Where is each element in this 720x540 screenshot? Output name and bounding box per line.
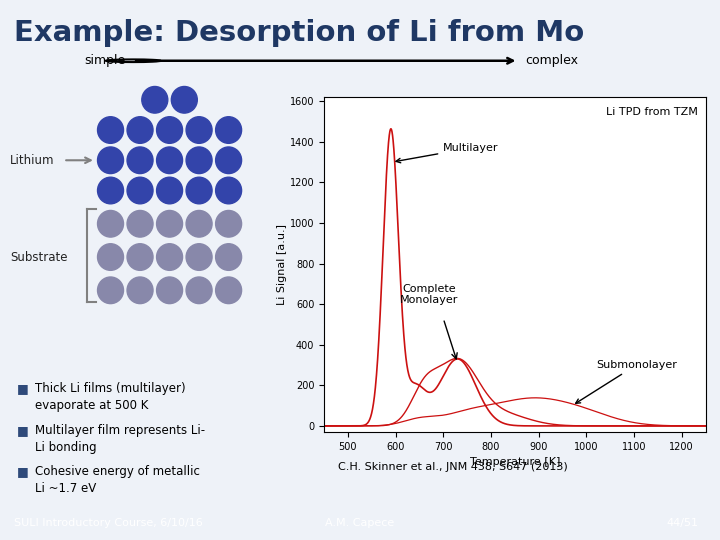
Circle shape [127, 117, 153, 143]
Circle shape [186, 211, 212, 237]
X-axis label: Temperature [K]: Temperature [K] [469, 457, 560, 467]
Circle shape [215, 277, 242, 303]
Text: Thick Li films (multilayer)
evaporate at 500 K: Thick Li films (multilayer) evaporate at… [35, 382, 186, 412]
Text: ■: ■ [17, 424, 28, 437]
Text: Example: Desorption of Li from Mo: Example: Desorption of Li from Mo [14, 19, 585, 47]
Text: Complete
Monolayer: Complete Monolayer [400, 284, 458, 306]
Circle shape [215, 147, 242, 173]
Text: Substrate: Substrate [10, 251, 68, 264]
Circle shape [186, 117, 212, 143]
Circle shape [186, 147, 212, 173]
Text: 44/51: 44/51 [667, 518, 698, 528]
Circle shape [127, 244, 153, 271]
Circle shape [97, 177, 124, 204]
Circle shape [127, 147, 153, 173]
Circle shape [156, 177, 183, 204]
Circle shape [186, 177, 212, 204]
Text: A.M. Capece: A.M. Capece [325, 518, 395, 528]
Text: Li TPD from TZM: Li TPD from TZM [606, 107, 698, 117]
Circle shape [186, 277, 212, 303]
Circle shape [142, 86, 168, 113]
Text: SULI Introductory Course, 6/10/16: SULI Introductory Course, 6/10/16 [14, 518, 203, 528]
Text: Multilayer: Multilayer [396, 143, 499, 163]
Text: Submonolayer: Submonolayer [576, 360, 677, 403]
Circle shape [156, 211, 183, 237]
Text: complex: complex [526, 54, 579, 68]
Text: Lithium: Lithium [10, 154, 55, 167]
Circle shape [215, 117, 242, 143]
Circle shape [97, 244, 124, 271]
Circle shape [186, 244, 212, 271]
Y-axis label: Li Signal [a.u.]: Li Signal [a.u.] [277, 224, 287, 305]
Circle shape [127, 177, 153, 204]
Circle shape [97, 211, 124, 237]
Circle shape [215, 211, 242, 237]
Circle shape [127, 211, 153, 237]
Circle shape [215, 244, 242, 271]
Text: Multilayer film represents Li-
Li bonding: Multilayer film represents Li- Li bondin… [35, 424, 205, 454]
Text: simple: simple [85, 54, 126, 68]
Text: ■: ■ [17, 382, 28, 395]
Text: ■: ■ [17, 465, 28, 478]
Circle shape [97, 277, 124, 303]
Circle shape [171, 86, 197, 113]
Circle shape [215, 177, 242, 204]
Circle shape [156, 277, 183, 303]
Circle shape [97, 147, 124, 173]
Circle shape [156, 147, 183, 173]
Circle shape [156, 244, 183, 271]
Circle shape [156, 117, 183, 143]
Circle shape [97, 117, 124, 143]
Circle shape [127, 277, 153, 303]
Text: C.H. Skinner et al., JNM 438, S647 (2013): C.H. Skinner et al., JNM 438, S647 (2013… [338, 462, 568, 472]
Text: Cohesive energy of metallic
Li ~1.7 eV: Cohesive energy of metallic Li ~1.7 eV [35, 465, 200, 495]
